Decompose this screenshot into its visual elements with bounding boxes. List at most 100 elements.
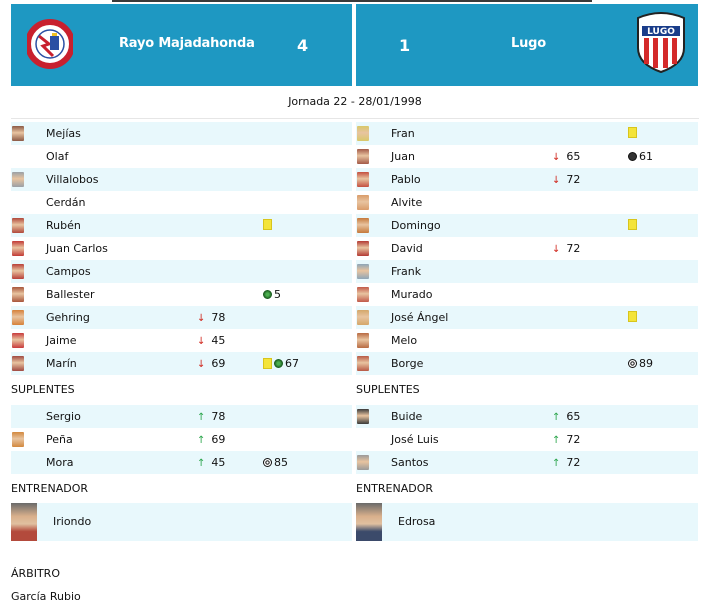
player-photo-icon[interactable] <box>12 241 24 256</box>
arrow-down-icon: ↓ <box>552 244 561 255</box>
player-name[interactable]: Peña <box>46 433 73 446</box>
referee-name: García Rubio <box>11 590 81 603</box>
arrow-down-icon: ↓ <box>197 336 206 347</box>
substitution-out: ↓ 65 <box>552 150 580 163</box>
player-name[interactable]: Fran <box>391 127 415 140</box>
player-photo-icon[interactable] <box>12 126 24 141</box>
player-name[interactable]: Melo <box>391 334 418 347</box>
player-photo-icon[interactable] <box>357 356 369 371</box>
substitution-in: ↑ 45 <box>197 456 225 469</box>
player-photo-icon[interactable] <box>12 172 24 187</box>
player-photo-icon[interactable] <box>357 287 369 302</box>
coach-photo-icon[interactable] <box>11 503 37 541</box>
player-photo-icon[interactable] <box>12 333 24 348</box>
player-name[interactable]: Buide <box>391 410 423 423</box>
player-name[interactable]: Pablo <box>391 173 421 186</box>
player-photo-icon[interactable] <box>357 409 369 424</box>
player-photo-icon[interactable] <box>357 333 369 348</box>
substitution-in: ↑ 69 <box>197 433 225 446</box>
substitution-minute: 69 <box>211 433 226 446</box>
away-player-row: Juan ↓ 65 61 <box>356 145 698 168</box>
svg-text:LUGO: LUGO <box>647 27 675 37</box>
coach-photo-icon[interactable] <box>356 503 382 541</box>
away-score: 1 <box>399 36 411 55</box>
player-name[interactable]: Cerdán <box>46 196 86 209</box>
lugo-crest-icon[interactable]: LUGO <box>634 12 688 74</box>
penalty-goal-icon <box>628 359 637 368</box>
home-team-header: Rayo Majadahonda 4 <box>11 4 352 86</box>
player-name[interactable]: Rubén <box>46 219 81 232</box>
substitution-minute: 65 <box>566 150 581 163</box>
player-name[interactable]: Juan Carlos <box>46 242 108 255</box>
player-name[interactable]: Sergio <box>46 410 81 423</box>
home-player-row: Olaf <box>11 145 352 168</box>
arrow-down-icon: ↓ <box>197 313 206 324</box>
match-events <box>628 127 637 138</box>
player-photo-icon[interactable] <box>12 287 24 302</box>
own-goal-icon <box>274 359 283 368</box>
goal-minute: 67 <box>285 357 299 370</box>
substitution-minute: 78 <box>211 311 226 324</box>
player-photo-icon[interactable] <box>12 218 24 233</box>
player-name[interactable]: José Luis <box>391 433 439 446</box>
player-photo-icon[interactable] <box>357 218 369 233</box>
player-name[interactable]: Campos <box>46 265 91 278</box>
player-photo-icon[interactable] <box>357 195 369 210</box>
player-photo-icon[interactable] <box>357 172 369 187</box>
home-player-row: Mora ↑ 45 85 <box>11 451 352 474</box>
player-photo-icon[interactable] <box>12 310 24 325</box>
away-subs-title: SUPLENTES <box>356 383 420 396</box>
home-score: 4 <box>297 36 309 55</box>
yellow-card-icon <box>263 219 272 230</box>
arrow-up-icon: ↑ <box>197 412 206 423</box>
penalty-goal-icon <box>263 458 272 467</box>
away-player-row: Domingo <box>356 214 698 237</box>
coach-name[interactable]: Edrosa <box>398 515 436 528</box>
rayo-majadahonda-crest-icon[interactable] <box>27 14 73 74</box>
match-events: 67 <box>263 357 299 370</box>
player-name[interactable]: Villalobos <box>46 173 99 186</box>
away-team-name[interactable]: Lugo <box>511 36 546 51</box>
player-name[interactable]: Juan <box>391 150 415 163</box>
player-photo-icon[interactable] <box>12 432 24 447</box>
away-player-row: Murado <box>356 283 698 306</box>
home-player-row: Juan Carlos <box>11 237 352 260</box>
player-photo-icon[interactable] <box>12 264 24 279</box>
player-name[interactable]: Gehring <box>46 311 90 324</box>
player-name[interactable]: Mora <box>46 456 74 469</box>
match-events <box>628 219 637 230</box>
substitution-in: ↑ 78 <box>197 410 225 423</box>
top-strip <box>112 0 592 2</box>
player-photo-icon[interactable] <box>357 241 369 256</box>
player-photo-icon[interactable] <box>12 356 24 371</box>
player-name[interactable]: Mejías <box>46 127 81 140</box>
player-name[interactable]: Murado <box>391 288 433 301</box>
player-name[interactable]: Frank <box>391 265 422 278</box>
home-player-row: Peña ↑ 69 <box>11 428 352 451</box>
player-name[interactable]: José Ángel <box>391 311 449 324</box>
player-name[interactable]: Jaime <box>46 334 77 347</box>
player-name[interactable]: Ballester <box>46 288 95 301</box>
referee-title: ÁRBITRO <box>11 567 60 580</box>
player-photo-icon[interactable] <box>357 455 369 470</box>
goal-minute: 89 <box>639 357 653 370</box>
player-photo-icon[interactable] <box>357 264 369 279</box>
yellow-card-icon <box>628 219 637 230</box>
home-team-name[interactable]: Rayo Majadahonda <box>119 36 255 51</box>
player-name[interactable]: Domingo <box>391 219 441 232</box>
home-player-row: Villalobos <box>11 168 352 191</box>
player-name[interactable]: Alvite <box>391 196 423 209</box>
player-name[interactable]: Marín <box>46 357 77 370</box>
player-photo-icon[interactable] <box>357 149 369 164</box>
player-name[interactable]: Borge <box>391 357 424 370</box>
away-player-row: Buide ↑ 65 <box>356 405 698 428</box>
player-name[interactable]: Santos <box>391 456 429 469</box>
player-photo-icon[interactable] <box>357 126 369 141</box>
home-player-row: Campos <box>11 260 352 283</box>
home-player-row: Ballester 5 <box>11 283 352 306</box>
substitution-in: ↑ 65 <box>552 410 580 423</box>
player-name[interactable]: David <box>391 242 423 255</box>
player-photo-icon[interactable] <box>357 310 369 325</box>
coach-name[interactable]: Iriondo <box>53 515 92 528</box>
player-name[interactable]: Olaf <box>46 150 69 163</box>
